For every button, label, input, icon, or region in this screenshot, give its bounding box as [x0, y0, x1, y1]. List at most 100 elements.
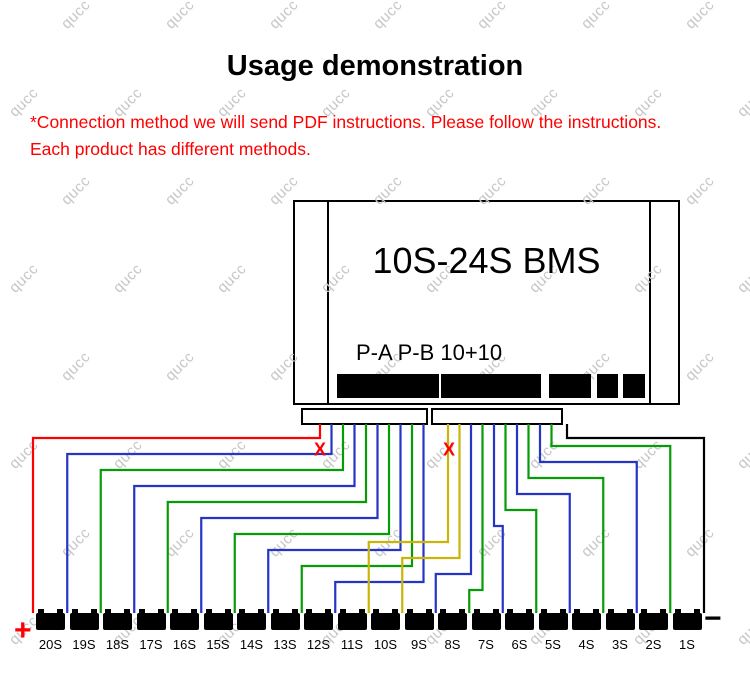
- battery-cell: [438, 609, 467, 630]
- instruction-note-line2: Each product has different methods.: [30, 139, 311, 160]
- balance-wire-10: [334, 424, 425, 613]
- battery-cell-label: 8S: [444, 637, 461, 652]
- battery-cell: [404, 609, 434, 630]
- watermark-text: qucc: [57, 348, 94, 385]
- balance-wire-9: [300, 424, 414, 613]
- balance-wire-11: [367, 424, 450, 613]
- battery-cell-label: 17S: [139, 637, 163, 652]
- battery-cell: [371, 609, 400, 630]
- watermark-text: qucc: [5, 260, 42, 297]
- battery-cell-label: 11S: [340, 637, 364, 652]
- balance-wire-5: [166, 424, 368, 613]
- watermark-text: qucc: [421, 612, 458, 649]
- battery-cell: [572, 609, 601, 630]
- balance-wire-1: [31, 424, 322, 613]
- battery-cell-label: 16S: [172, 637, 197, 652]
- battery-cell-label: 3S: [612, 637, 628, 652]
- battery-cell-label: 10S: [373, 637, 398, 652]
- watermark-text: qucc: [213, 260, 250, 297]
- instruction-note: *Connection method we will send PDF inst…: [30, 109, 661, 163]
- balance-wire-14: [468, 424, 484, 613]
- balance-wire-3: [99, 424, 345, 613]
- battery-cell: [170, 609, 199, 630]
- balance-wire-8: [267, 424, 402, 613]
- watermark-text: qucc: [733, 260, 750, 297]
- watermark-text: qucc: [317, 612, 354, 649]
- bms-model-label: 10S-24S BMS: [372, 240, 601, 281]
- balance-wire-17: [515, 424, 571, 613]
- pack-positive-symbol: +: [14, 614, 32, 647]
- bms-board: [293, 200, 680, 405]
- battery-cell-label: 4S: [578, 637, 595, 652]
- watermark-text: qucc: [57, 0, 94, 33]
- watermark-text: qucc: [525, 436, 562, 473]
- balance-wire-18: [527, 424, 605, 613]
- bms-left-divider-line: [327, 202, 329, 403]
- watermark-text: qucc: [317, 436, 354, 473]
- battery-cell-label: 6S: [511, 637, 528, 652]
- battery-cell-label: 7S: [478, 637, 494, 652]
- watermark-text: qucc: [161, 172, 198, 209]
- battery-cell-label: 20S: [38, 637, 63, 652]
- bms-port-label: P-A P-B 10+10: [356, 340, 503, 365]
- balance-wire-15: [492, 424, 504, 613]
- watermark-text: qucc: [421, 436, 458, 473]
- watermark-text: qucc: [629, 436, 666, 473]
- balance-wire-6: [200, 424, 379, 613]
- battery-cell-label: 5S: [545, 637, 561, 652]
- battery-cell: [69, 609, 99, 630]
- pack-negative-symbol: −: [704, 602, 722, 635]
- battery-cell: [538, 609, 568, 630]
- watermark-text: qucc: [109, 260, 146, 297]
- watermark-text: qucc: [577, 524, 614, 561]
- watermark-text: qucc: [577, 0, 614, 33]
- watermark-text: qucc: [213, 612, 250, 649]
- balance-connector-b: [431, 408, 563, 425]
- battery-cell: [136, 609, 166, 630]
- watermark-text: qucc: [681, 524, 718, 561]
- watermark-text: qucc: [57, 172, 94, 209]
- balance-connector-a: [301, 408, 428, 425]
- watermark-text: qucc: [681, 172, 718, 209]
- balance-wire-16: [504, 424, 538, 613]
- watermark-text: qucc: [473, 524, 510, 561]
- watermark-text: qucc: [265, 0, 302, 33]
- watermark-text: qucc: [681, 348, 718, 385]
- battery-cell: [605, 609, 635, 630]
- instruction-note-line1: *Connection method we will send PDF inst…: [30, 112, 662, 132]
- watermark-text: qucc: [109, 612, 146, 649]
- balance-wire-12: [401, 424, 461, 613]
- balance-wire-2: [66, 424, 333, 613]
- battery-cell-label: 12S: [306, 637, 331, 652]
- battery-cell: [203, 609, 233, 630]
- balance-wire-19: [538, 424, 638, 613]
- battery-cell-label: 13S: [273, 637, 297, 652]
- watermark-text: qucc: [629, 612, 666, 649]
- watermark-text: qucc: [57, 524, 94, 561]
- battery-cell: [36, 609, 65, 630]
- bms-right-divider-line: [649, 202, 651, 403]
- watermark-text: qucc: [733, 436, 750, 473]
- battery-cell: [270, 609, 300, 630]
- watermark-text: qucc: [733, 612, 750, 649]
- watermark-text: qucc: [213, 436, 250, 473]
- balance-wire-20: [550, 424, 672, 613]
- battery-cell-label: 19S: [72, 637, 96, 652]
- watermark-text: qucc: [5, 436, 42, 473]
- cut-wire-x-mark: X: [442, 439, 456, 460]
- cut-wire-x-mark: X: [313, 439, 327, 460]
- battery-cell-label: 1S: [679, 637, 695, 652]
- page-title: Usage demonstration: [226, 50, 524, 82]
- battery-cell: [639, 609, 668, 630]
- watermark-text: qucc: [265, 524, 302, 561]
- watermark-text: qucc: [161, 524, 198, 561]
- watermark-text: qucc: [733, 84, 750, 121]
- battery-cell: [103, 609, 132, 630]
- watermark-text: qucc: [369, 524, 406, 561]
- watermark-text: qucc: [369, 0, 406, 33]
- watermark-text: qucc: [161, 0, 198, 33]
- battery-cell: [672, 609, 702, 630]
- balance-wire-7: [233, 424, 391, 613]
- battery-cell-label: 18S: [105, 637, 130, 652]
- watermark-text: qucc: [161, 348, 198, 385]
